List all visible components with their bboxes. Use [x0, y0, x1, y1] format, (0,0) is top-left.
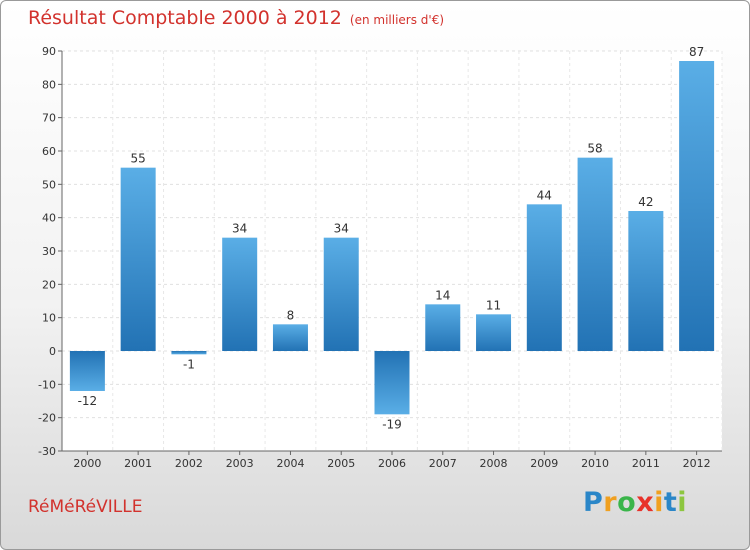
bar — [374, 351, 410, 415]
x-tick-label: 2004 — [276, 457, 304, 470]
bar-value-label: -19 — [382, 417, 402, 431]
bar — [425, 304, 461, 351]
bar — [577, 157, 613, 351]
x-tick-label: 2006 — [378, 457, 406, 470]
proxiti-logo: Proxiti — [583, 487, 687, 518]
town-name: RéMéRéVILLE — [28, 497, 143, 517]
y-tick-label: 70 — [42, 112, 56, 125]
bar-value-label: 58 — [587, 142, 602, 156]
x-tick-label: 2010 — [581, 457, 609, 470]
x-tick-label: 2001 — [124, 457, 152, 470]
bar — [272, 324, 308, 351]
x-tick-label: 2005 — [327, 457, 355, 470]
bar — [69, 351, 105, 391]
y-tick-label: 0 — [49, 345, 56, 358]
y-tick-label: 80 — [42, 78, 56, 91]
x-tick-label: 2011 — [632, 457, 660, 470]
bar-value-label: -12 — [78, 394, 98, 408]
bar-value-label: 8 — [287, 308, 295, 322]
x-tick-label: 2000 — [73, 457, 101, 470]
bar-value-label: -1 — [183, 357, 195, 371]
x-tick-label: 2012 — [683, 457, 711, 470]
logo-letter: r — [603, 487, 618, 518]
y-tick-label: 90 — [42, 45, 56, 58]
y-tick-label: 40 — [42, 212, 56, 225]
bar-value-label: 42 — [638, 195, 653, 209]
logo-letter: t — [663, 487, 678, 518]
y-tick-label: -30 — [38, 445, 56, 458]
bar-value-label: 14 — [435, 288, 450, 302]
x-tick-label: 2008 — [480, 457, 508, 470]
logo-letter: x — [636, 487, 655, 518]
logo-letter: o — [617, 487, 637, 518]
unit-note: (en milliers d'€) — [349, 13, 445, 27]
bar — [171, 351, 207, 355]
bar — [628, 211, 664, 351]
x-tick-label: 2003 — [226, 457, 254, 470]
bar-value-label: 87 — [689, 45, 704, 59]
logo-letter: P — [583, 487, 604, 518]
x-tick-label: 2002 — [175, 457, 203, 470]
y-tick-label: -10 — [38, 378, 56, 391]
y-tick-label: 60 — [42, 145, 56, 158]
y-tick-label: 10 — [42, 312, 56, 325]
logo-letter: i — [677, 487, 688, 518]
logo-letter: i — [654, 487, 664, 518]
bar-value-label: 34 — [334, 222, 349, 236]
bar — [120, 167, 156, 351]
bar-value-label: 11 — [486, 298, 501, 312]
x-tick-label: 2007 — [429, 457, 457, 470]
x-tick-label: 2009 — [530, 457, 558, 470]
bar — [476, 314, 512, 351]
bar — [323, 237, 359, 351]
bar — [222, 237, 258, 351]
y-tick-label: 50 — [42, 178, 56, 191]
y-tick-label: -20 — [38, 412, 56, 425]
bar-value-label: 44 — [537, 188, 552, 202]
title-text: Résultat Comptable 2000 à 2012 — [28, 7, 342, 29]
y-tick-label: 30 — [42, 245, 56, 258]
bar — [679, 61, 715, 351]
bar-value-label: 55 — [131, 152, 146, 166]
y-tick-label: 20 — [42, 278, 56, 291]
chart-title: Résultat Comptable 2000 à 2012 (en millie… — [28, 7, 444, 29]
bar — [526, 204, 562, 351]
bar-value-label: 34 — [232, 222, 247, 236]
